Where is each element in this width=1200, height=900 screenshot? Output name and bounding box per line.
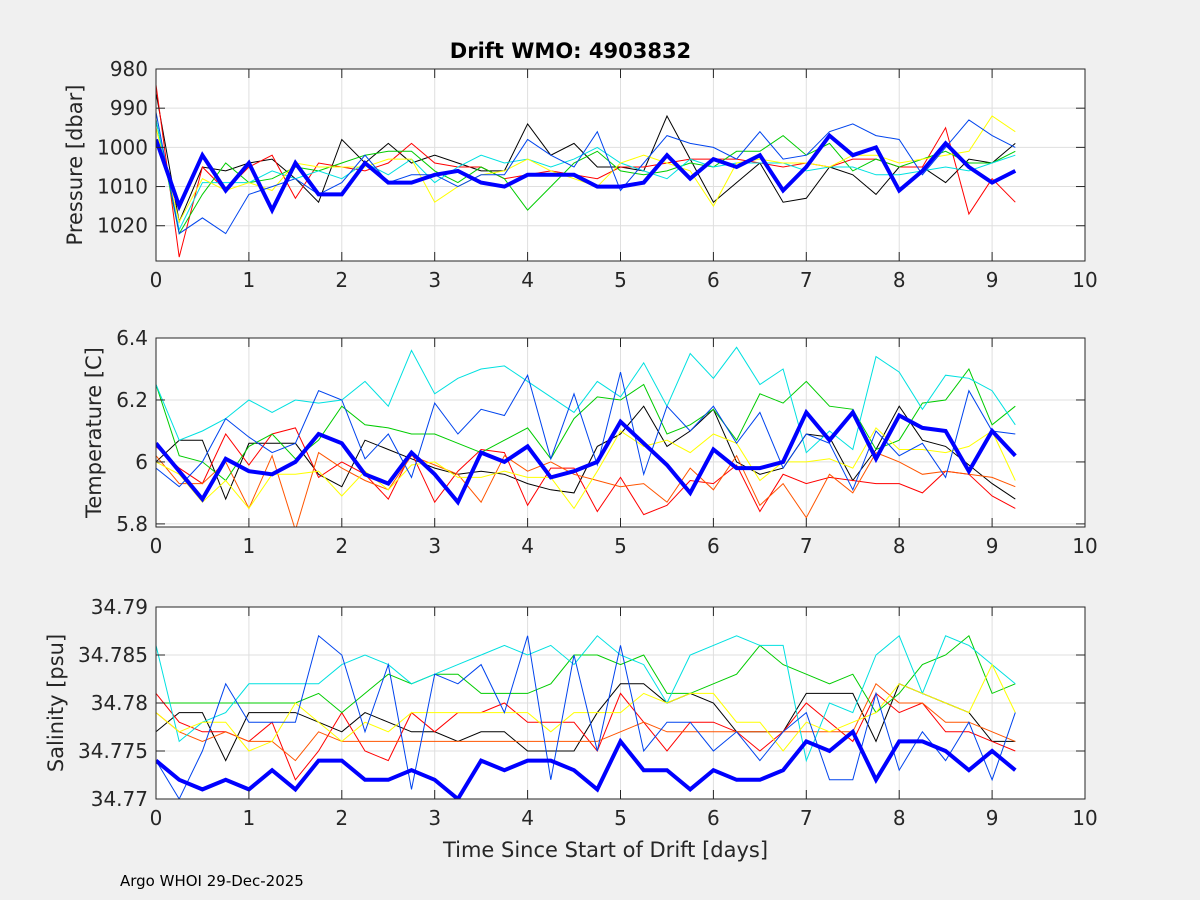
y-tick-label: 1020 xyxy=(97,214,148,238)
x-tick-label: 5 xyxy=(614,806,627,830)
x-tick-label: 10 xyxy=(1072,806,1097,830)
series-group xyxy=(156,346,1017,527)
series-line xyxy=(156,346,1016,454)
chart-title: Drift WMO: 4903832 xyxy=(450,39,691,63)
x-tick-label: 5 xyxy=(614,268,627,292)
series-line xyxy=(156,427,1016,510)
x-tick-label: 9 xyxy=(986,534,999,558)
x-tick-label: 3 xyxy=(428,268,441,292)
x-tick-label: 1 xyxy=(243,806,256,830)
x-tick-label: 9 xyxy=(986,268,999,292)
y-axis-label: Temperature [C] xyxy=(82,347,106,519)
x-tick-label: 3 xyxy=(428,806,441,830)
chart-panel: 0 1 2 3 4 5 6 7 8 9 10 5.8 6 6.2 6.4 Temperature [C] xyxy=(82,326,1098,558)
series-line xyxy=(156,112,1016,235)
series-group xyxy=(156,634,1017,799)
series-line xyxy=(156,371,1016,492)
figure-credit: Argo WHOI 29-Dec-2025 xyxy=(120,872,304,890)
series-line xyxy=(156,692,1016,781)
series-line xyxy=(156,92,1016,224)
x-tick-label: 4 xyxy=(521,806,534,830)
series-group xyxy=(156,84,1017,258)
x-tick-label: 2 xyxy=(335,534,348,558)
x-tick-label: 8 xyxy=(893,806,906,830)
x-tick-label: 0 xyxy=(150,268,163,292)
y-tick-label: 980 xyxy=(110,57,148,81)
series-line xyxy=(156,451,1016,527)
x-tick-label: 6 xyxy=(707,268,720,292)
y-tick-label: 1010 xyxy=(97,175,148,199)
x-tick-label: 4 xyxy=(521,534,534,558)
x-tick-label: 8 xyxy=(893,268,906,292)
y-tick-label: 34.77 xyxy=(91,787,148,811)
x-tick-label: 7 xyxy=(800,534,813,558)
series-line-mean xyxy=(156,408,1017,506)
y-tick-label: 6 xyxy=(135,450,148,474)
x-tick-label: 6 xyxy=(707,534,720,558)
x-tick-label: 0 xyxy=(150,806,163,830)
y-axis-label: Salinity [psu] xyxy=(44,634,68,772)
series-line-mean xyxy=(156,132,1017,215)
y-tick-label: 5.8 xyxy=(116,512,148,536)
series-line xyxy=(156,634,1016,799)
x-tick-label: 6 xyxy=(707,806,720,830)
x-tick-label: 10 xyxy=(1072,534,1097,558)
series-line xyxy=(156,683,1016,762)
x-axis-label: Time Since Start of Drift [days] xyxy=(442,838,768,862)
x-tick-label: 3 xyxy=(428,534,441,558)
chart-panel: 0 1 2 3 4 5 6 7 8 9 10 34.77 34.775 34.78 34.785 34.79 S… xyxy=(44,595,1098,862)
series-line xyxy=(156,634,1016,763)
chart-panel: 0 1 2 3 4 5 6 7 8 9 10 980 990 1000 1010 1020 Pressure [… xyxy=(63,39,1098,292)
y-tick-label: 990 xyxy=(110,96,148,120)
y-tick-label: 34.78 xyxy=(91,691,148,715)
y-tick-label: 6.2 xyxy=(116,388,148,412)
x-tick-label: 9 xyxy=(986,806,999,830)
x-tick-label: 8 xyxy=(893,534,906,558)
x-tick-label: 5 xyxy=(614,534,627,558)
series-line xyxy=(156,683,1016,762)
x-tick-label: 7 xyxy=(800,806,813,830)
x-tick-label: 2 xyxy=(335,806,348,830)
y-tick-label: 34.775 xyxy=(78,739,148,763)
x-tick-label: 10 xyxy=(1072,268,1097,292)
y-axis-label: Pressure [dbar] xyxy=(63,85,87,246)
y-tick-label: 1000 xyxy=(97,135,148,159)
x-tick-label: 4 xyxy=(521,268,534,292)
x-tick-label: 1 xyxy=(243,268,256,292)
series-line xyxy=(156,119,1016,232)
series-line-mean xyxy=(156,728,1017,799)
x-tick-label: 2 xyxy=(335,268,348,292)
x-tick-label: 7 xyxy=(800,268,813,292)
y-tick-label: 6.4 xyxy=(116,326,148,350)
x-tick-label: 0 xyxy=(150,534,163,558)
y-tick-label: 34.79 xyxy=(91,595,148,619)
y-tick-label: 34.785 xyxy=(78,643,148,667)
series-line xyxy=(156,84,1016,258)
x-tick-label: 1 xyxy=(243,534,256,558)
